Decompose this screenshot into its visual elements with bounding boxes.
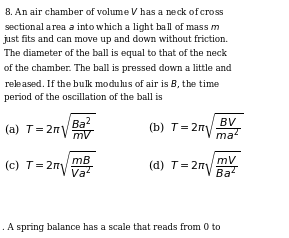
Text: period of the oscillation of the ball is: period of the oscillation of the ball is [4, 93, 163, 102]
Text: . A spring balance has a scale that reads from 0 to: . A spring balance has a scale that read… [2, 223, 221, 232]
Text: (b)  $T = 2\pi\sqrt{\dfrac{BV}{ma^2}}$: (b) $T = 2\pi\sqrt{\dfrac{BV}{ma^2}}$ [148, 111, 243, 143]
Text: The diameter of the ball is equal to that of the neck: The diameter of the ball is equal to tha… [4, 50, 227, 59]
Text: (d)  $T = 2\pi\sqrt{\dfrac{mV}{Ba^2}}$: (d) $T = 2\pi\sqrt{\dfrac{mV}{Ba^2}}$ [148, 149, 240, 181]
Text: (c)  $T = 2\pi\sqrt{\dfrac{mB}{Va^2}}$: (c) $T = 2\pi\sqrt{\dfrac{mB}{Va^2}}$ [4, 149, 95, 181]
Text: released. If the bulk modulus of air is $B$, the time: released. If the bulk modulus of air is … [4, 79, 220, 90]
Text: of the chamber. The ball is pressed down a little and: of the chamber. The ball is pressed down… [4, 64, 231, 73]
Text: 8. An air chamber of volume $V$ has a neck of cross: 8. An air chamber of volume $V$ has a ne… [4, 6, 225, 17]
Text: (a)  $T = 2\pi\sqrt{\dfrac{Ba^2}{mV}}$: (a) $T = 2\pi\sqrt{\dfrac{Ba^2}{mV}}$ [4, 111, 96, 143]
Text: just fits and can move up and down without friction.: just fits and can move up and down witho… [4, 35, 229, 44]
Text: sectional area $a$ into which a light ball of mass $m$: sectional area $a$ into which a light ba… [4, 20, 220, 34]
